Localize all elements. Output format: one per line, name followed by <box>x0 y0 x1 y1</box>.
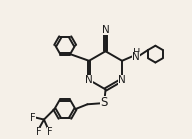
Text: N: N <box>132 52 140 62</box>
Text: F: F <box>47 127 53 137</box>
Text: F: F <box>30 113 36 123</box>
Text: N: N <box>85 75 93 85</box>
Text: H: H <box>133 48 140 58</box>
Text: F: F <box>36 127 42 137</box>
Text: S: S <box>100 96 107 109</box>
Text: N: N <box>118 75 126 85</box>
Text: N: N <box>102 25 109 35</box>
